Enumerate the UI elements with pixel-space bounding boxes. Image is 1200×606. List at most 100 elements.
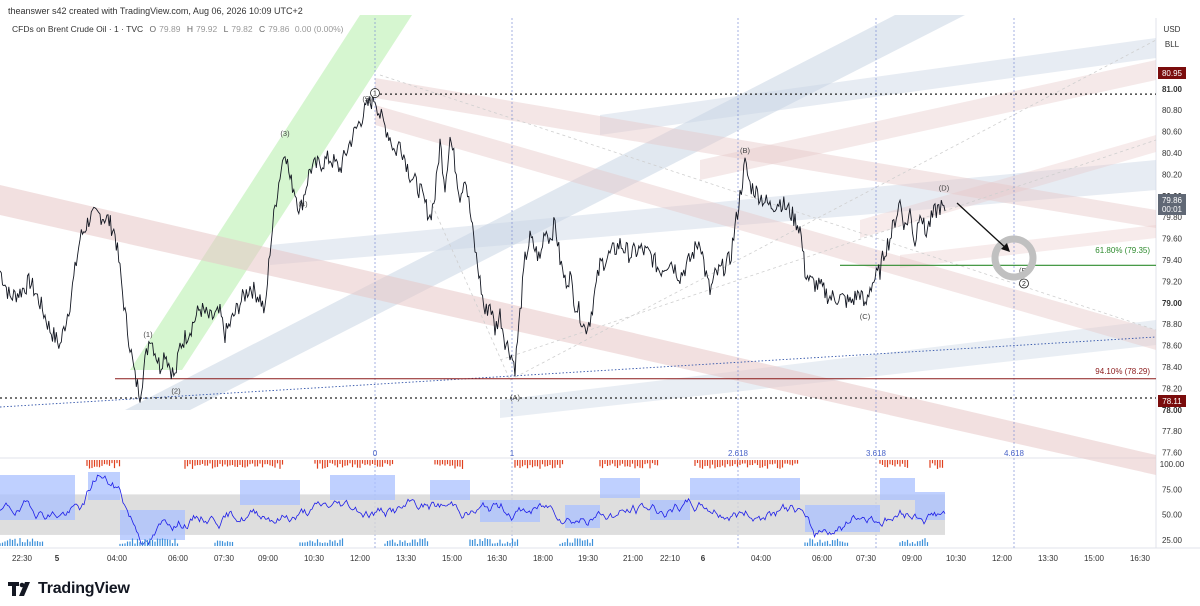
channel-band [375, 105, 1156, 350]
time-tick-label: 10:30 [304, 554, 325, 563]
bottom-level-badge [1158, 395, 1186, 407]
time-tick-label: 06:00 [812, 554, 833, 563]
bottom-level-badge-text: 78.11 [1162, 397, 1182, 406]
support-line [0, 336, 1157, 408]
price-tick-label: 80.80 [1162, 106, 1183, 115]
time-tick-label: 15:00 [442, 554, 463, 563]
rsi-highlight [120, 510, 185, 540]
price-tick-label: 78.00 [1162, 406, 1183, 415]
time-tick-label: 12:00 [992, 554, 1013, 563]
time-fib-layer: 0 1 2.618 3.618 4.618 [373, 18, 1025, 548]
time-tick-label: 6 [701, 554, 706, 563]
time-tick-label: 09:00 [902, 554, 923, 563]
time-fib-label: 4.618 [1004, 449, 1025, 458]
open-label: O [149, 24, 157, 34]
price-tick-label: 80.60 [1162, 128, 1183, 137]
time-fib-label: 3.618 [866, 449, 887, 458]
symbol-name[interactable]: CFDs on Brent Crude Oil · 1 · TVC [12, 24, 144, 34]
rsi-highlight [430, 480, 470, 500]
time-tick-label: 07:30 [856, 554, 877, 563]
brand-footer: TradingView [8, 576, 130, 602]
last-price-text: 79.86 [1162, 196, 1183, 205]
price-tick-label: 79.40 [1162, 256, 1183, 265]
wave-circle [370, 88, 380, 98]
rsi-highlight [690, 478, 800, 500]
price-tick-label: 79.20 [1162, 277, 1183, 286]
tradingview-logo-icon [8, 582, 30, 596]
top-level-badge [1158, 67, 1186, 79]
time-tick-label: 13:30 [396, 554, 417, 563]
price-tick-label: 77.60 [1162, 449, 1183, 458]
time-tick-label: 10:30 [946, 554, 967, 563]
creator-credit: theanswer s42 created with TradingView.c… [8, 6, 303, 16]
wave-label: 1 [373, 91, 377, 98]
trend-line [509, 39, 1157, 381]
open-value: 79.89 [159, 24, 181, 34]
price-tick-label: 81.00 [1162, 85, 1183, 94]
symbol-legend: CFDs on Brent Crude Oil · 1 · TVC O 79.89… [12, 24, 343, 34]
axes-layer: 81.0080.8080.6080.4080.2080.0079.8079.60… [12, 85, 1183, 563]
time-tick-label: 04:00 [107, 554, 128, 563]
time-fib-label: 1 [510, 449, 515, 458]
time-tick-label: 21:00 [623, 554, 644, 563]
price-tick-label: 80.40 [1162, 149, 1183, 158]
wave-label: (A) [510, 393, 521, 402]
projection-arrow [956, 202, 1009, 251]
wave-label: (5) [362, 95, 372, 104]
trend-line [429, 199, 511, 381]
channel-band [270, 160, 1156, 265]
rsi-highlight [915, 492, 945, 520]
channels-layer [0, 15, 1157, 475]
channel-band [700, 60, 1156, 180]
time-tick-label: 09:00 [258, 554, 279, 563]
wave-label: (4) [298, 199, 308, 208]
rsi-tick-label: 100.00 [1160, 460, 1185, 469]
time-tick-label: 13:30 [1038, 554, 1059, 563]
price-tick-label: 78.40 [1162, 363, 1183, 372]
low-value: 79.82 [231, 24, 253, 34]
rsi-highlight [240, 480, 300, 505]
rsi-layer: 100.00 75.00 50.00 25.00 [0, 460, 1185, 546]
channel-band [375, 78, 1156, 228]
channel-band [130, 15, 412, 370]
time-tick-label: 18:00 [533, 554, 554, 563]
time-tick-label: 07:30 [214, 554, 235, 563]
fib-941-label: 94.10% (78.29) [1095, 367, 1150, 376]
price-tick-label: 79.80 [1162, 213, 1183, 222]
wave-circle [1019, 278, 1029, 289]
channel-band [0, 185, 1156, 475]
close-value: 79.86 [268, 24, 290, 34]
low-label: L [223, 24, 229, 34]
rsi-highlight [805, 505, 880, 532]
fib-618-label: 61.80% (79.35) [1095, 246, 1150, 255]
wave-label: (3) [280, 129, 290, 138]
rsi-tick-label: 25.00 [1162, 536, 1183, 545]
last-price-badge [1158, 194, 1186, 215]
change-value: 0.00 (0.00%) [294, 24, 344, 34]
wave-label: (C) [860, 312, 871, 321]
time-tick-label: 15:00 [1084, 554, 1105, 563]
tradingview-brand: TradingView [38, 580, 130, 597]
channel-band [860, 135, 1156, 238]
time-tick-label: 16:30 [487, 554, 508, 563]
price-tick-label: 79.00 [1162, 299, 1183, 308]
channel-band [125, 15, 965, 410]
rsi-line [0, 474, 946, 546]
high-value: 79.92 [195, 24, 218, 34]
price-tick-label: 80.20 [1162, 170, 1183, 179]
top-level-badge-text: 80.95 [1162, 69, 1183, 78]
close-label: C [259, 24, 266, 34]
rsi-highlight [600, 478, 640, 498]
price-layer [0, 92, 946, 403]
rsi-highlight [880, 478, 915, 500]
time-tick-label: 5 [55, 554, 60, 563]
time-tick-label: 22:10 [660, 554, 681, 563]
time-fib-label: 2.618 [728, 449, 749, 458]
wave-label: (1) [143, 330, 153, 339]
time-tick-label: 19:30 [578, 554, 599, 563]
time-tick-label: 06:00 [168, 554, 189, 563]
price-tick-label: 78.60 [1162, 342, 1183, 351]
price-tick-label: 77.80 [1162, 427, 1183, 436]
